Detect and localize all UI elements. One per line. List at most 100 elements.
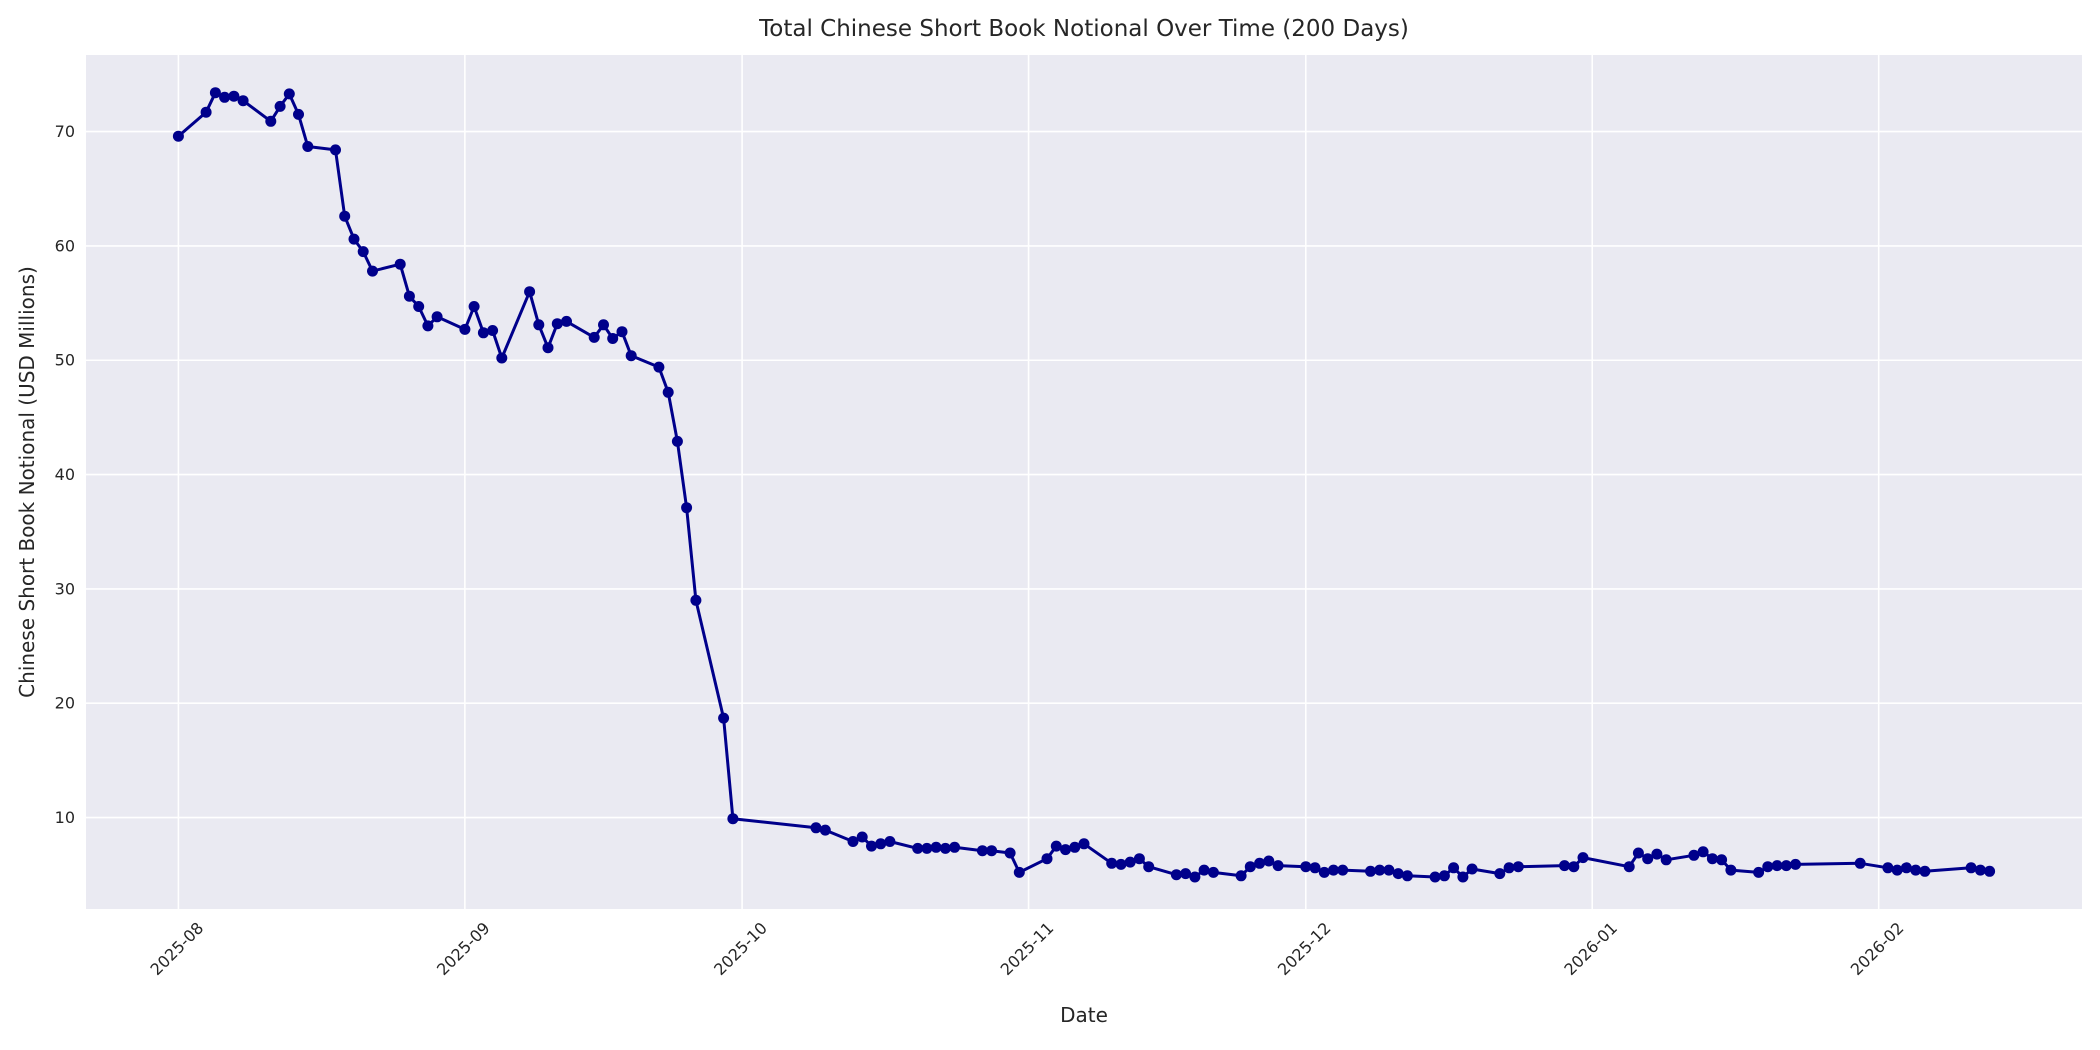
data-point xyxy=(459,323,471,335)
data-point xyxy=(1318,866,1330,878)
y-axis-label: Chinese Short Book Notional (USD Million… xyxy=(15,266,39,698)
plot-area xyxy=(86,55,2082,909)
data-point xyxy=(172,130,184,142)
data-point xyxy=(616,326,628,338)
data-point xyxy=(1401,870,1413,882)
data-point xyxy=(690,594,702,606)
data-point xyxy=(330,144,341,156)
data-point xyxy=(1069,841,1081,853)
data-point xyxy=(367,265,378,277)
data-point xyxy=(1974,864,1986,876)
data-point xyxy=(1429,871,1441,883)
data-point xyxy=(1115,858,1127,870)
data-point xyxy=(847,836,859,847)
data-point xyxy=(1577,852,1589,864)
data-point xyxy=(1688,849,1700,861)
data-point xyxy=(487,325,499,336)
data-point xyxy=(357,246,369,258)
data-point xyxy=(477,327,489,339)
data-point xyxy=(810,822,822,834)
y-tick-label: 50 xyxy=(55,351,75,370)
data-point xyxy=(1254,857,1266,869)
x-tick-label: 2025-08 xyxy=(147,918,208,979)
data-point xyxy=(1448,862,1460,874)
data-point xyxy=(413,301,425,312)
x-tick-label: 2026-02 xyxy=(1847,918,1908,979)
data-point xyxy=(1790,858,1801,870)
y-tick-label: 60 xyxy=(55,236,75,255)
data-point xyxy=(1124,856,1136,868)
data-point xyxy=(1235,870,1247,882)
data-point xyxy=(866,840,877,852)
data-point xyxy=(598,319,609,331)
data-point xyxy=(219,91,231,103)
data-point xyxy=(1457,871,1469,883)
data-point xyxy=(1780,860,1792,872)
data-point xyxy=(468,301,480,312)
x-axis-label: Date xyxy=(1060,1003,1108,1027)
data-point xyxy=(533,319,545,331)
data-point xyxy=(1900,862,1912,874)
data-point xyxy=(1013,866,1025,878)
data-point xyxy=(1143,861,1155,873)
data-point xyxy=(1004,847,1016,859)
data-point xyxy=(1568,861,1580,873)
data-point xyxy=(1910,864,1922,876)
data-point xyxy=(1623,861,1635,873)
data-point xyxy=(1189,871,1201,883)
y-tick-label: 70 xyxy=(55,122,75,141)
data-point xyxy=(718,712,730,724)
y-tick-label: 30 xyxy=(55,579,75,598)
data-point xyxy=(209,87,221,99)
data-point xyxy=(394,258,406,270)
data-point xyxy=(1106,857,1118,869)
data-point xyxy=(1133,853,1145,865)
data-point xyxy=(1559,860,1570,872)
data-point xyxy=(1753,866,1765,878)
data-point xyxy=(884,836,896,847)
data-point xyxy=(1771,860,1783,872)
data-point xyxy=(1050,840,1062,852)
data-point xyxy=(1503,862,1515,874)
data-point xyxy=(1762,861,1774,873)
y-tick-labels: 10 20 30 40 50 60 70 xyxy=(55,122,75,827)
data-point xyxy=(625,350,637,362)
x-tick-label: 2025-09 xyxy=(433,918,494,979)
data-point xyxy=(939,842,951,854)
data-point xyxy=(1060,844,1071,856)
data-point xyxy=(681,502,693,514)
data-point xyxy=(1651,848,1663,860)
data-point xyxy=(671,435,683,447)
data-point xyxy=(1337,864,1349,876)
data-point xyxy=(1965,862,1977,874)
data-point xyxy=(1170,869,1182,881)
data-point xyxy=(1078,838,1090,850)
data-point xyxy=(1263,855,1275,867)
data-point xyxy=(1512,861,1524,873)
data-point xyxy=(1725,864,1737,876)
data-point xyxy=(274,100,286,112)
x-tick-labels: 2025-08 2025-09 2025-10 2025-11 2025-12 2026-… xyxy=(147,918,1908,979)
data-point xyxy=(1466,863,1478,875)
data-point xyxy=(431,311,443,323)
data-point xyxy=(237,95,249,107)
data-point xyxy=(588,331,600,343)
data-point xyxy=(1272,860,1284,872)
x-tick-label: 2025-12 xyxy=(1274,918,1335,979)
data-point xyxy=(551,318,563,330)
data-point xyxy=(1697,846,1709,858)
data-point xyxy=(403,290,415,302)
data-point xyxy=(1984,865,1996,877)
y-tick-label: 10 xyxy=(55,808,75,827)
data-point xyxy=(1328,864,1339,876)
data-point xyxy=(921,842,933,854)
data-point xyxy=(1392,868,1404,880)
data-point xyxy=(200,106,212,118)
y-tick-label: 20 xyxy=(55,694,75,713)
data-point xyxy=(283,88,295,100)
data-point xyxy=(912,842,924,854)
data-point xyxy=(1494,868,1506,880)
data-point xyxy=(542,342,554,354)
